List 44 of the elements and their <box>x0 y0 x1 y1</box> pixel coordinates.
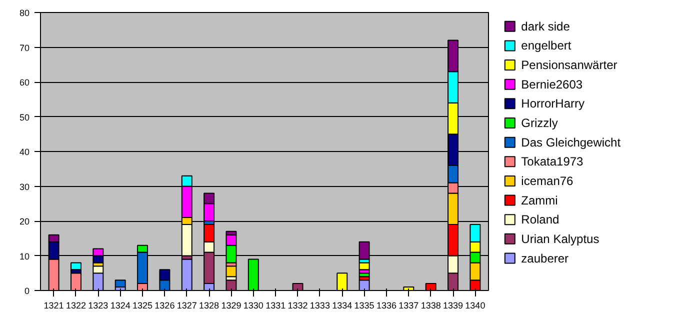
x-tick-label: 1329 <box>221 300 242 310</box>
y-tick-label: 40 <box>19 147 30 157</box>
y-tick-label: 20 <box>19 216 30 226</box>
legend-label: Pensionsanwärter <box>521 58 618 72</box>
legend-label: Grizzly <box>521 116 558 130</box>
y-tick-label: 70 <box>19 42 30 53</box>
x-tick-label: 1332 <box>288 300 308 310</box>
x-tick-label: 1340 <box>465 300 486 310</box>
x-tick-label: 1338 <box>420 300 441 310</box>
y-tick-label: 60 <box>19 78 30 88</box>
legend-label: Bernie2603 <box>521 77 583 92</box>
x-tick-label: 1333 <box>310 300 330 310</box>
x-tick-label: 1335 <box>354 300 374 310</box>
x-tick-label: 1339 <box>443 300 464 310</box>
y-tick-label: 0 <box>24 286 30 296</box>
bar <box>70 262 82 270</box>
legend-label: iceman76 <box>521 174 574 188</box>
legend-label: Roland <box>521 212 560 227</box>
x-tick-label: 1328 <box>199 300 220 310</box>
x-tick-label: 1321 <box>44 300 64 310</box>
legend-label: engelbert <box>521 38 572 53</box>
x-tick-label: 1325 <box>132 300 153 310</box>
y-tick-label: 10 <box>19 251 30 262</box>
x-tick-label: 1324 <box>110 300 130 310</box>
legend-label: Urian Kalyptus <box>521 232 600 246</box>
x-tick-label: 1326 <box>154 300 175 310</box>
bar <box>226 266 237 278</box>
y-tick-label: 50 <box>19 112 30 122</box>
y-tick-label: 30 <box>19 182 30 192</box>
x-tick-label: 1337 <box>398 300 419 310</box>
legend-label: zauberer <box>521 251 569 266</box>
legend-label: Zammi <box>521 193 558 208</box>
x-tick-label: 1322 <box>66 300 86 310</box>
x-tick-label: 1327 <box>176 300 197 310</box>
legend-label: HorrorHarry <box>521 96 585 111</box>
x-tick-label: 1323 <box>88 300 108 310</box>
legend-label: dark side <box>521 19 570 34</box>
legend-label: Das Gleichgewicht <box>521 135 622 150</box>
y-tick-label: 80 <box>19 8 30 18</box>
x-tick-label: 1330 <box>243 300 264 310</box>
x-tick-label: 1331 <box>266 300 286 310</box>
x-tick-label: 1334 <box>332 300 352 310</box>
legend-label: Tokata1973 <box>521 154 584 169</box>
x-tick-label: 1336 <box>376 300 396 310</box>
